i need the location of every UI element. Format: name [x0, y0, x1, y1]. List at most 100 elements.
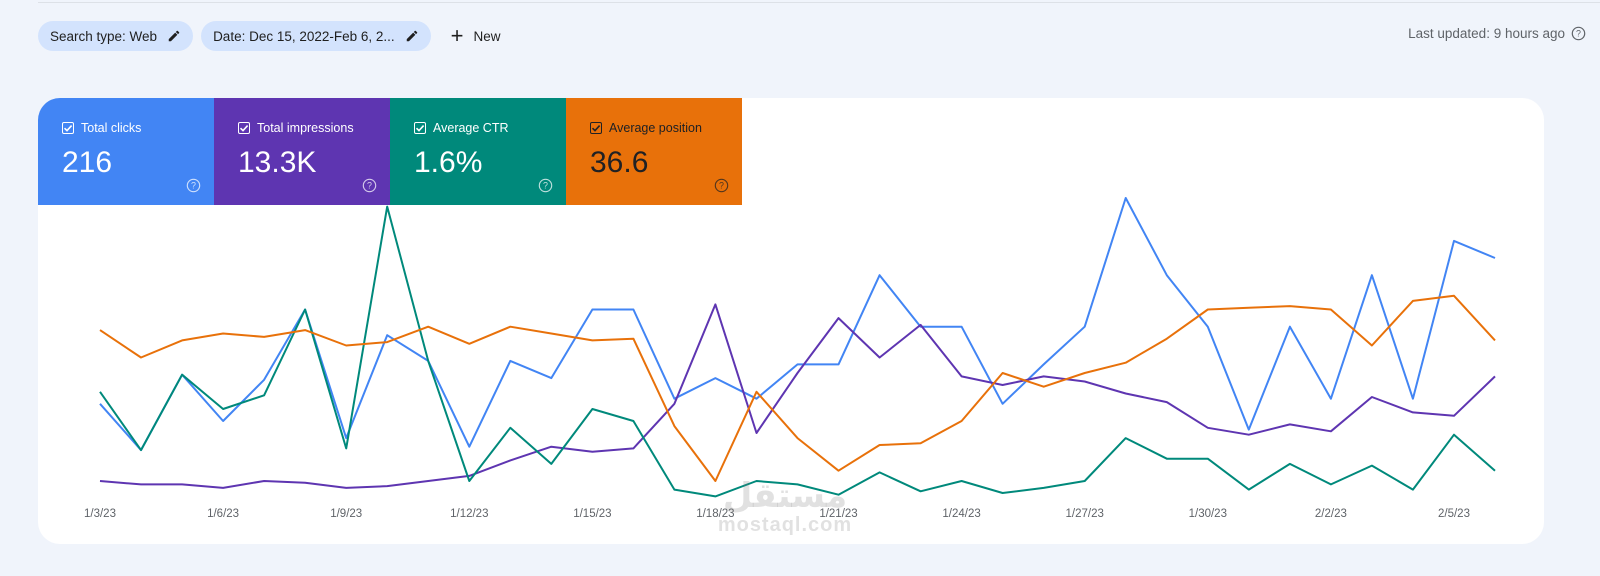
data-point-average-position-32[interactable]: [1410, 298, 1416, 304]
data-point-total-impressions-29[interactable]: [1287, 421, 1293, 427]
data-point-average-ctr-32[interactable]: [1410, 487, 1416, 493]
data-point-average-position-10[interactable]: [507, 324, 513, 330]
data-point-average-position-22[interactable]: [1000, 370, 1006, 376]
data-point-average-position-20[interactable]: [918, 440, 924, 446]
data-point-average-ctr-34[interactable]: [1492, 468, 1498, 474]
data-point-average-ctr-18[interactable]: [836, 492, 842, 498]
data-point-average-ctr-11[interactable]: [548, 461, 554, 467]
data-point-total-impressions-11[interactable]: [548, 444, 554, 450]
data-point-total-impressions-7[interactable]: [384, 483, 390, 489]
checkbox-checked-icon[interactable]: [414, 122, 426, 134]
data-point-average-ctr-24[interactable]: [1082, 478, 1088, 484]
data-point-total-impressions-14[interactable]: [671, 401, 677, 407]
data-point-total-impressions-4[interactable]: [261, 478, 267, 484]
data-point-total-clicks-24[interactable]: [1082, 324, 1088, 330]
data-point-total-impressions-0[interactable]: [97, 478, 103, 484]
data-point-average-ctr-12[interactable]: [589, 406, 595, 412]
data-point-total-clicks-23[interactable]: [1041, 361, 1047, 367]
data-point-total-clicks-13[interactable]: [630, 307, 636, 313]
data-point-average-position-19[interactable]: [877, 442, 883, 448]
data-point-total-clicks-30[interactable]: [1328, 396, 1334, 402]
data-point-average-position-14[interactable]: [671, 423, 677, 429]
search-type-filter-chip[interactable]: Search type: Web: [38, 21, 194, 51]
data-point-total-impressions-31[interactable]: [1369, 394, 1375, 400]
data-point-average-position-9[interactable]: [466, 341, 472, 347]
new-filter-button[interactable]: + New: [451, 25, 501, 47]
data-point-total-clicks-26[interactable]: [1164, 272, 1170, 278]
help-icon[interactable]: ?: [714, 178, 729, 193]
data-point-total-impressions-2[interactable]: [179, 481, 185, 487]
data-point-total-impressions-8[interactable]: [425, 478, 431, 484]
data-point-total-impressions-30[interactable]: [1328, 428, 1334, 434]
help-icon[interactable]: ?: [186, 178, 201, 193]
data-point-average-position-8[interactable]: [425, 324, 431, 330]
metric-average-ctr[interactable]: Average CTR 1.6% ?: [390, 98, 566, 205]
data-point-average-position-34[interactable]: [1492, 337, 1498, 343]
data-point-total-clicks-22[interactable]: [1000, 401, 1006, 407]
data-point-total-impressions-26[interactable]: [1164, 399, 1170, 405]
data-point-total-clicks-4[interactable]: [261, 377, 267, 383]
data-point-total-clicks-3[interactable]: [220, 418, 226, 424]
data-point-total-clicks-33[interactable]: [1451, 238, 1457, 244]
data-point-total-impressions-6[interactable]: [343, 485, 349, 491]
help-icon[interactable]: ?: [1571, 26, 1586, 41]
data-point-total-impressions-3[interactable]: [220, 485, 226, 491]
data-point-average-ctr-25[interactable]: [1123, 435, 1129, 441]
data-point-average-ctr-4[interactable]: [261, 392, 267, 398]
data-point-average-position-3[interactable]: [220, 331, 226, 337]
data-point-total-clicks-11[interactable]: [548, 375, 554, 381]
data-point-total-impressions-17[interactable]: [795, 370, 801, 376]
data-point-total-clicks-17[interactable]: [795, 361, 801, 367]
data-point-total-impressions-33[interactable]: [1451, 413, 1457, 419]
data-point-average-position-0[interactable]: [97, 327, 103, 333]
data-point-total-clicks-15[interactable]: [712, 375, 718, 381]
data-point-average-ctr-8[interactable]: [425, 358, 431, 364]
metric-average-position[interactable]: Average position 36.6 ?: [566, 98, 742, 205]
data-point-average-position-23[interactable]: [1041, 384, 1047, 390]
pencil-icon[interactable]: [167, 29, 181, 43]
data-point-total-clicks-27[interactable]: [1205, 324, 1211, 330]
data-point-total-clicks-7[interactable]: [384, 332, 390, 338]
data-point-total-impressions-22[interactable]: [1000, 382, 1006, 388]
checkbox-checked-icon[interactable]: [590, 122, 602, 134]
data-point-total-clicks-31[interactable]: [1369, 272, 1375, 278]
data-point-average-ctr-0[interactable]: [97, 389, 103, 395]
data-point-average-ctr-10[interactable]: [507, 425, 513, 431]
data-point-average-position-5[interactable]: [302, 327, 308, 333]
data-point-average-ctr-26[interactable]: [1164, 456, 1170, 462]
data-point-total-impressions-21[interactable]: [959, 373, 965, 379]
data-point-average-position-12[interactable]: [589, 337, 595, 343]
data-point-average-ctr-13[interactable]: [630, 418, 636, 424]
data-point-average-position-17[interactable]: [795, 435, 801, 441]
data-point-total-impressions-34[interactable]: [1492, 373, 1498, 379]
metric-total-impressions[interactable]: Total impressions 13.3K ?: [214, 98, 390, 205]
data-point-average-position-15[interactable]: [712, 478, 718, 484]
data-point-average-position-29[interactable]: [1287, 303, 1293, 309]
data-point-total-impressions-28[interactable]: [1246, 432, 1252, 438]
data-point-total-impressions-5[interactable]: [302, 480, 308, 486]
data-point-average-position-1[interactable]: [138, 355, 144, 361]
data-point-average-position-26[interactable]: [1164, 336, 1170, 342]
data-point-average-ctr-30[interactable]: [1328, 481, 1334, 487]
data-point-total-clicks-19[interactable]: [877, 272, 883, 278]
data-point-total-impressions-16[interactable]: [754, 430, 760, 436]
metric-total-clicks[interactable]: Total clicks 216 ?: [38, 98, 214, 205]
data-point-average-ctr-23[interactable]: [1041, 485, 1047, 491]
data-point-average-ctr-16[interactable]: [754, 478, 760, 484]
data-point-total-clicks-10[interactable]: [507, 358, 513, 364]
data-point-average-position-31[interactable]: [1369, 343, 1375, 349]
data-point-average-position-4[interactable]: [261, 334, 267, 340]
data-point-total-clicks-29[interactable]: [1287, 324, 1293, 330]
data-point-average-ctr-9[interactable]: [466, 478, 472, 484]
data-point-total-clicks-34[interactable]: [1492, 255, 1498, 261]
data-point-total-clicks-32[interactable]: [1410, 396, 1416, 402]
data-point-average-position-25[interactable]: [1123, 360, 1129, 366]
data-point-average-position-11[interactable]: [548, 331, 554, 337]
data-point-average-ctr-7[interactable]: [384, 204, 390, 210]
data-point-total-impressions-24[interactable]: [1082, 379, 1088, 385]
data-point-total-clicks-21[interactable]: [959, 324, 965, 330]
data-point-average-ctr-1[interactable]: [138, 447, 144, 453]
data-point-total-impressions-32[interactable]: [1410, 409, 1416, 415]
data-point-average-ctr-33[interactable]: [1451, 432, 1457, 438]
data-point-average-position-21[interactable]: [959, 418, 965, 424]
